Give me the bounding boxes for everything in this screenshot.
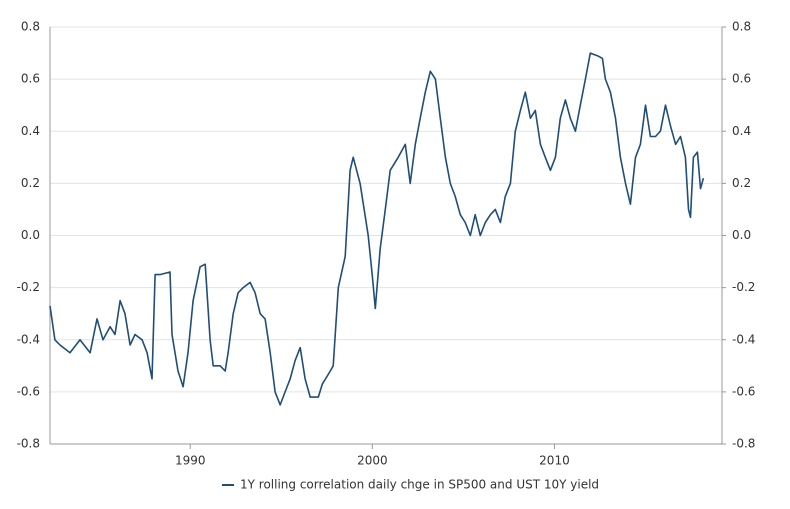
- x-tick-label: 2010: [539, 454, 570, 468]
- y-tick-label: -0.8: [17, 437, 40, 451]
- legend: 1Y rolling correlation daily chge in SP5…: [222, 478, 599, 492]
- legend-label: 1Y rolling correlation daily chge in SP5…: [240, 478, 599, 492]
- y2-tick-label: -0.6: [732, 384, 755, 398]
- y-tick-label: -0.4: [17, 332, 40, 346]
- y2-tick-label: 0.2: [732, 176, 751, 190]
- line-series: [49, 52, 705, 406]
- y-tick-label: 0.0: [21, 228, 40, 242]
- y2-tick-label: 0.0: [732, 228, 751, 242]
- y2-tick-label: -0.2: [732, 280, 755, 294]
- y-tick-label: 0.6: [21, 72, 40, 86]
- y-tick-label: 0.4: [21, 124, 40, 138]
- y2-tick-label: 0.6: [732, 72, 751, 86]
- x-tick-label: 1990: [175, 454, 206, 468]
- y2-tick-label: -0.8: [732, 437, 755, 451]
- y-tick-label: 0.8: [21, 20, 40, 34]
- y-tick-label: -0.6: [17, 384, 40, 398]
- y2-tick-label: -0.4: [732, 332, 755, 346]
- y2-tick-label: 0.8: [732, 20, 751, 34]
- y2-tick-label: 0.4: [732, 124, 751, 138]
- y-tick-label: -0.2: [17, 280, 40, 294]
- x-tick-label: 2000: [357, 454, 388, 468]
- y-tick-label: 0.2: [21, 176, 40, 190]
